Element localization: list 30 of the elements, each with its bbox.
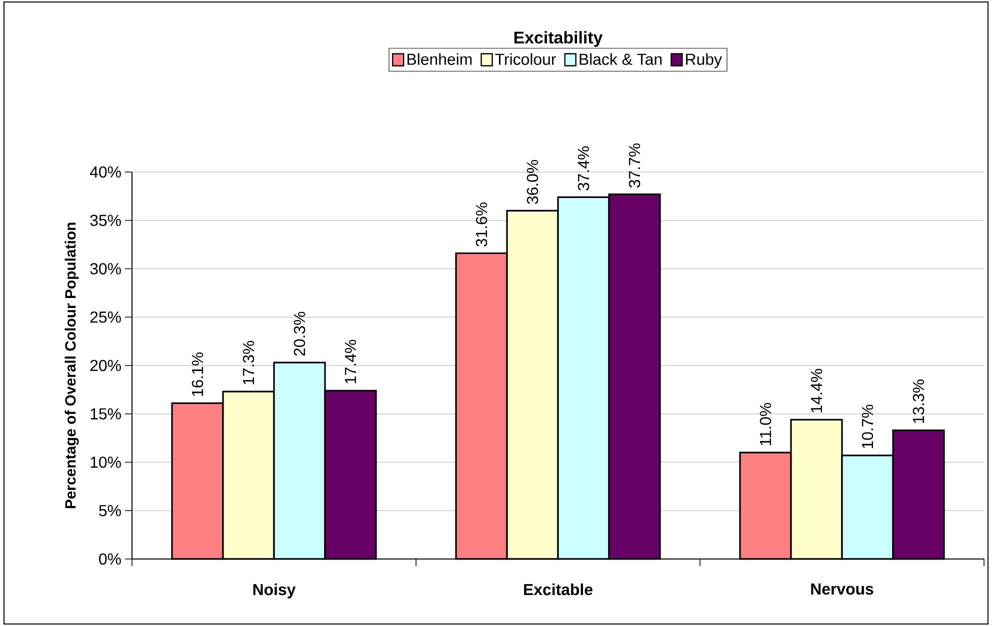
legend-label: Ruby: [686, 53, 722, 68]
x-tick-label: Nervous: [811, 584, 874, 595]
data-label: 14.4%: [810, 368, 822, 412]
y-tick-label: 15%: [90, 408, 121, 420]
data-label: 16.1%: [192, 352, 204, 396]
data-label: 13.3%: [912, 380, 924, 423]
y-tick-label: 5%: [99, 505, 121, 516]
y-axis-title: Percentage of Overall Colour Population: [64, 222, 79, 508]
x-tick-label: Excitable: [524, 584, 592, 596]
y-tick-label: 40%: [90, 166, 121, 178]
data-label: 36.0%: [526, 160, 538, 204]
y-tick-label: 35%: [90, 214, 121, 226]
legend-label: Blenheim: [408, 53, 472, 65]
data-label: 17.3%: [242, 340, 254, 384]
y-tick-label: 10%: [90, 456, 121, 468]
chart-title: Excitability: [514, 31, 603, 47]
y-tick-label: 0%: [99, 553, 121, 565]
data-label: 20.3%: [294, 312, 306, 356]
y-tick-label: 25%: [90, 311, 121, 323]
data-label: 10.7%: [862, 404, 874, 448]
legend-label: Tricolour: [495, 53, 556, 65]
data-label: 17.4%: [344, 340, 356, 384]
data-label: 11.0%: [760, 402, 772, 446]
x-tick-label: Noisy: [253, 584, 296, 598]
data-label: 37.7%: [628, 143, 640, 188]
y-tick-label: 30%: [90, 263, 121, 274]
legend-label: Black & Tan: [580, 53, 662, 65]
y-tick-label: 20%: [90, 360, 121, 372]
data-label: 31.6%: [476, 202, 488, 247]
data-label: 37.4%: [578, 146, 590, 190]
